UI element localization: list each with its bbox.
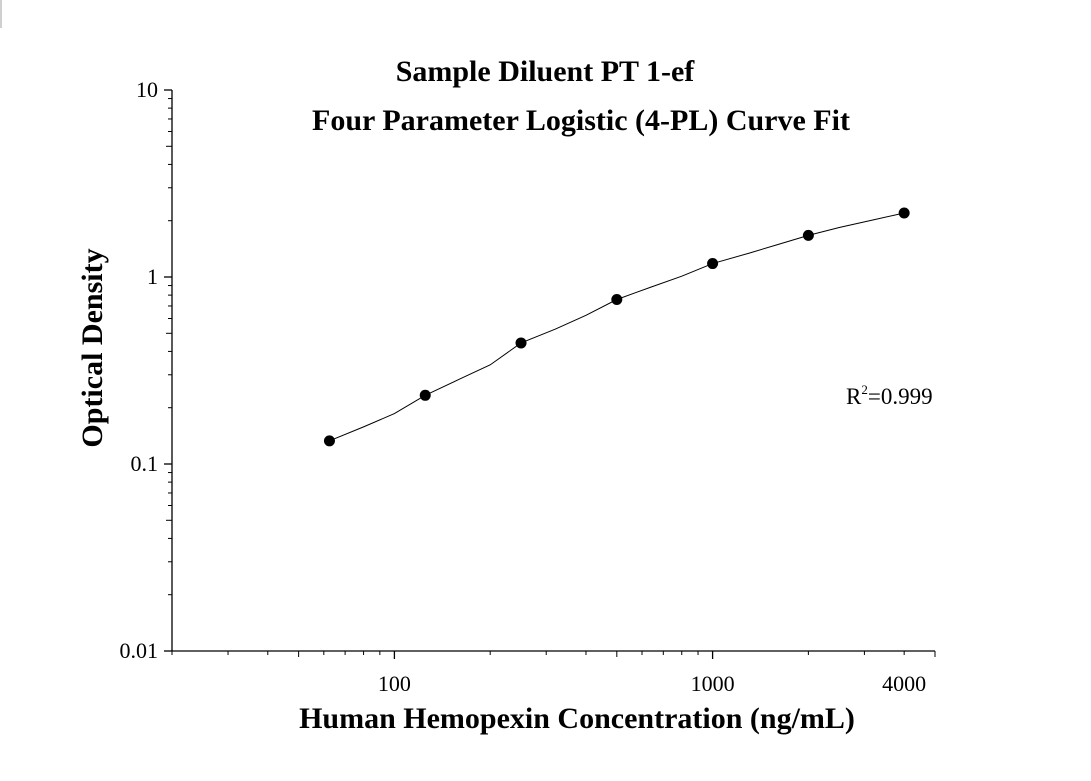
data-point xyxy=(611,294,623,306)
data-points-group xyxy=(323,207,910,447)
data-point xyxy=(802,229,814,241)
x-tick-label: 1000 xyxy=(691,671,735,696)
data-point xyxy=(515,337,527,349)
r-squared-annotation: R2=0.999 xyxy=(846,382,933,409)
fit-curve-group xyxy=(329,212,905,442)
y-tick-label: 1 xyxy=(147,264,158,289)
axes-group: 0.01 0.1 1 10 100 1000 4000 xyxy=(120,77,936,696)
data-point xyxy=(898,207,910,219)
y-tick-label: 0.1 xyxy=(131,451,159,476)
y-tick-label: 10 xyxy=(136,77,158,102)
window-edge-mark xyxy=(0,0,2,28)
r-squared-superscript: 2 xyxy=(861,382,868,397)
data-point xyxy=(707,258,719,270)
r-squared-r: R xyxy=(846,384,862,409)
data-point xyxy=(323,435,335,447)
chart-subtitle: Four Parameter Logistic (4-PL) Curve Fit xyxy=(312,104,850,137)
x-tick-label: 4000 xyxy=(882,671,926,696)
r-squared-value: =0.999 xyxy=(868,384,933,409)
fit-curve-line xyxy=(329,212,905,442)
chart-title: Sample Diluent PT 1-ef xyxy=(396,55,696,88)
y-axis-label: Optical Density xyxy=(76,248,109,447)
data-point xyxy=(419,389,431,401)
x-axis-label: Human Hemopexin Concentration (ng/mL) xyxy=(299,702,855,735)
x-tick-label: 100 xyxy=(378,671,411,696)
y-tick-label: 0.01 xyxy=(120,638,159,663)
